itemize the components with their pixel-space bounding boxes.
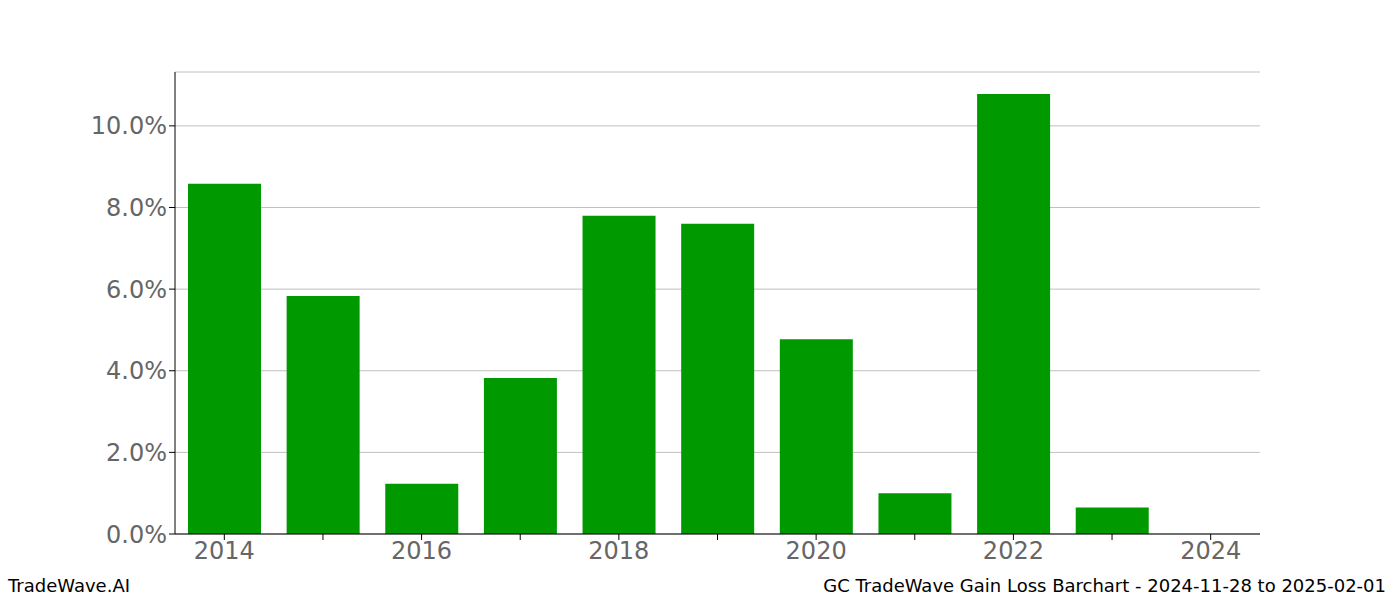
svg-text:2.0%: 2.0% [106, 439, 167, 467]
svg-text:2020: 2020 [786, 537, 847, 565]
svg-text:2016: 2016 [391, 537, 452, 565]
svg-text:10.0%: 10.0% [91, 112, 167, 140]
svg-text:2018: 2018 [588, 537, 649, 565]
svg-text:6.0%: 6.0% [106, 276, 167, 304]
svg-text:2024: 2024 [1180, 537, 1241, 565]
svg-text:8.0%: 8.0% [106, 194, 167, 222]
svg-text:2014: 2014 [194, 537, 255, 565]
html-text:TradeWave.AI: TradeWave.AI [8, 575, 130, 596]
svg-text:2022: 2022 [983, 537, 1044, 565]
svg-text:4.0%: 4.0% [106, 357, 167, 385]
svg-text:0.0%: 0.0% [106, 521, 167, 549]
html-text:GC TradeWave Gain Loss Barchar: GC TradeWave Gain Loss Barchart - 2024-1… [823, 575, 1386, 596]
